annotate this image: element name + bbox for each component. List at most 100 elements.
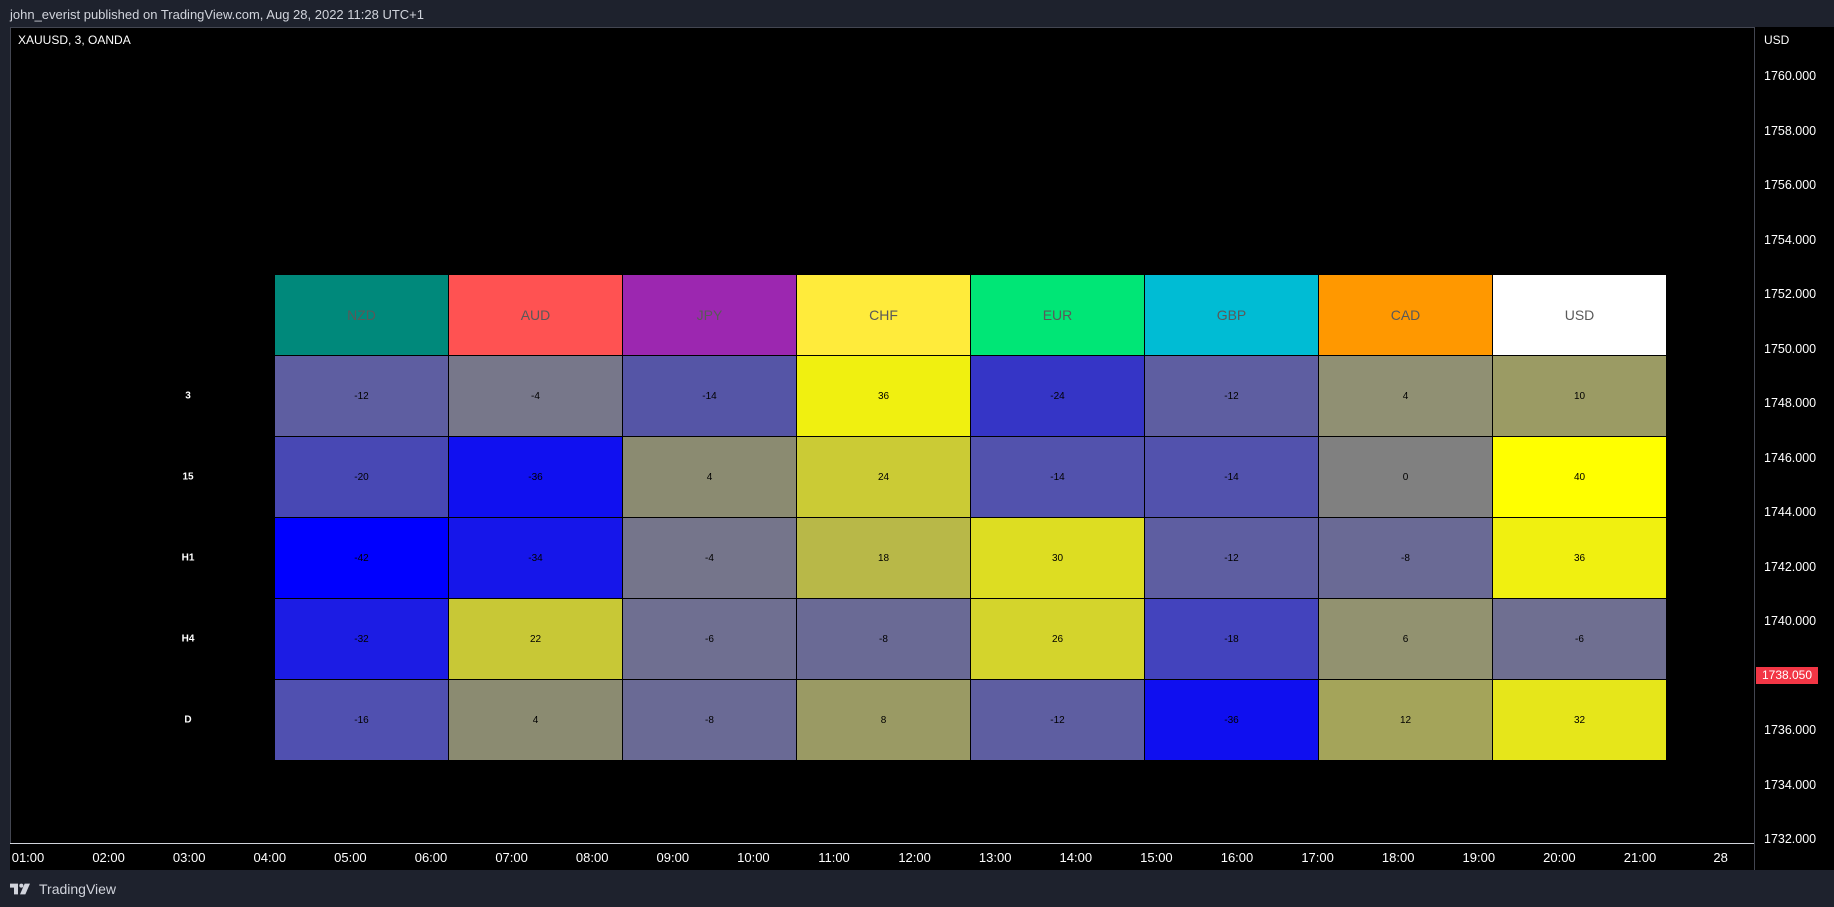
strength-cell: -20 [274, 436, 449, 518]
currency-header-aud: AUD [448, 274, 623, 356]
tradingview-brand[interactable]: TradingView [10, 879, 116, 899]
timeframe-label: D [184, 714, 192, 726]
strength-cell: 8 [796, 679, 971, 761]
timeframe-row: -32 22 -6 -8 26 -18 6 -6 [274, 598, 1667, 680]
strength-cell: -4 [448, 355, 623, 437]
strength-cell: -32 [274, 598, 449, 680]
strength-cell: 10 [1492, 355, 1667, 437]
currency-header-gbp: GBP [1144, 274, 1319, 356]
strength-cell: 6 [1318, 598, 1493, 680]
currency-header-row: NZD AUD JPY CHF EUR GBP CAD USD [274, 274, 1667, 356]
publish-text: john_everist published on TradingView.co… [10, 7, 424, 22]
strength-cell: -14 [970, 436, 1145, 518]
time-label: 11:00 [818, 850, 850, 865]
time-label: 07:00 [495, 850, 528, 865]
strength-cell: 26 [970, 598, 1145, 680]
strength-cell: -12 [970, 679, 1145, 761]
strength-cell: -8 [796, 598, 971, 680]
strength-cell: 24 [796, 436, 971, 518]
timeframe-label: H1 [181, 552, 195, 564]
strength-cell: 4 [1318, 355, 1493, 437]
strength-cell: 36 [796, 355, 971, 437]
strength-cell: 18 [796, 517, 971, 599]
strength-cell: -34 [448, 517, 623, 599]
strength-cell: -36 [448, 436, 623, 518]
price-label: 1742.000 [1764, 559, 1817, 574]
price-label: 1740.000 [1764, 614, 1817, 628]
currency-strength-table: NZD AUD JPY CHF EUR GBP CAD USD -12 -4 -14 36 -24 -12… [274, 274, 1667, 761]
price-label: 1758.000 [1764, 123, 1817, 138]
price-label: 1734.000 [1764, 777, 1817, 792]
time-label: 06:00 [414, 850, 448, 865]
strength-cell: -8 [622, 679, 797, 761]
price-label: 1754.000 [1764, 232, 1817, 247]
time-label: 01:00 [11, 850, 45, 865]
currency-header-nzd: NZD [274, 274, 449, 356]
currency-header-usd: USD [1492, 274, 1667, 356]
strength-cell: 30 [970, 517, 1145, 599]
currency-header-chf: CHF [796, 274, 971, 356]
footer-bar [0, 870, 1834, 907]
strength-cell: -6 [622, 598, 797, 680]
timeframe-row: -16 4 -8 8 -12 -36 12 32 [274, 679, 1667, 761]
price-label: 1760.000 [1764, 69, 1817, 83]
timeframe-label: 3 [185, 390, 191, 402]
brand-label: TradingView [39, 881, 117, 897]
currency-header-eur: EUR [970, 274, 1145, 356]
strength-cell: 4 [622, 436, 797, 518]
time-label: 14:00 [1059, 850, 1093, 865]
price-label: 1746.000 [1764, 450, 1817, 465]
strength-cell: 4 [448, 679, 623, 761]
strength-cell: -6 [1492, 598, 1667, 680]
currency-header-jpy: JPY [622, 274, 797, 356]
time-label: 19:00 [1462, 850, 1496, 865]
current-price-tag: 1738.050 [1756, 667, 1818, 684]
time-label: 12:00 [898, 850, 931, 865]
timeframe-row: -20 -36 4 24 -14 -14 0 40 [274, 436, 1667, 518]
price-label: 1736.000 [1764, 723, 1817, 737]
time-axis[interactable] [10, 843, 1754, 870]
strength-cell: -36 [1144, 679, 1319, 761]
time-label: 13:00 [978, 850, 1012, 865]
time-label: 21:00 [1623, 850, 1657, 865]
price-label: 1744.000 [1764, 505, 1817, 519]
strength-cell: -18 [1144, 598, 1319, 680]
time-label: 05:00 [334, 850, 367, 865]
strength-cell: -42 [274, 517, 449, 599]
price-label: 1732.000 [1764, 832, 1817, 846]
strength-cell: 36 [1492, 517, 1667, 599]
timeframe-row: -12 -4 -14 36 -24 -12 4 10 [274, 355, 1667, 437]
time-label: 17:00 [1301, 850, 1334, 865]
timeframe-label: 15 [182, 471, 194, 483]
strength-cell: -12 [1144, 517, 1319, 599]
strength-cell: -12 [1144, 355, 1319, 437]
time-label: 15:00 [1140, 850, 1173, 865]
strength-cell: 12 [1318, 679, 1493, 761]
publish-header: john_everist published on TradingView.co… [0, 0, 1834, 27]
time-label: 04:00 [253, 850, 287, 865]
strength-cell: -14 [622, 355, 797, 437]
price-axis[interactable] [1754, 27, 1834, 870]
currency-header-cad: CAD [1318, 274, 1493, 356]
timeframe-label: H4 [181, 633, 195, 645]
time-label: 03:00 [172, 850, 206, 865]
time-label: 10:00 [737, 850, 770, 865]
tradingview-logo-icon [10, 883, 30, 895]
strength-cell: -12 [274, 355, 449, 437]
strength-cell: -8 [1318, 517, 1493, 599]
timeframe-row: -42 -34 -4 18 30 -12 -8 36 [274, 517, 1667, 599]
time-label: 02:00 [92, 850, 125, 865]
time-label: 09:00 [656, 850, 690, 865]
strength-cell: 32 [1492, 679, 1667, 761]
time-label: 20:00 [1543, 850, 1576, 865]
strength-cell: -14 [1144, 436, 1319, 518]
price-axis-unit: USD [1764, 33, 1790, 47]
strength-cell: 0 [1318, 436, 1493, 518]
strength-cell: -16 [274, 679, 449, 761]
time-label: 18:00 [1381, 850, 1415, 865]
time-label: 08:00 [575, 850, 609, 865]
symbol-label: XAUUSD, 3, OANDA [18, 33, 131, 47]
strength-cell: 22 [448, 598, 623, 680]
price-label: 1748.000 [1764, 396, 1817, 410]
time-label: 16:00 [1220, 850, 1254, 865]
